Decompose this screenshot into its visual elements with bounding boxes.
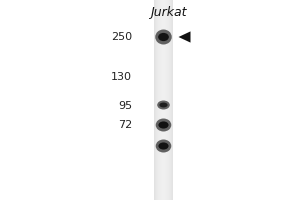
Ellipse shape: [156, 140, 171, 152]
Ellipse shape: [158, 121, 169, 129]
Ellipse shape: [158, 33, 169, 41]
Text: 72: 72: [118, 120, 132, 130]
Ellipse shape: [159, 103, 168, 107]
Ellipse shape: [155, 29, 172, 45]
Text: 95: 95: [118, 101, 132, 111]
Text: 130: 130: [111, 72, 132, 82]
Text: Jurkat: Jurkat: [150, 6, 186, 19]
Polygon shape: [178, 31, 190, 43]
Ellipse shape: [157, 100, 170, 110]
Ellipse shape: [156, 118, 171, 132]
Text: 250: 250: [111, 32, 132, 42]
Ellipse shape: [158, 142, 169, 150]
